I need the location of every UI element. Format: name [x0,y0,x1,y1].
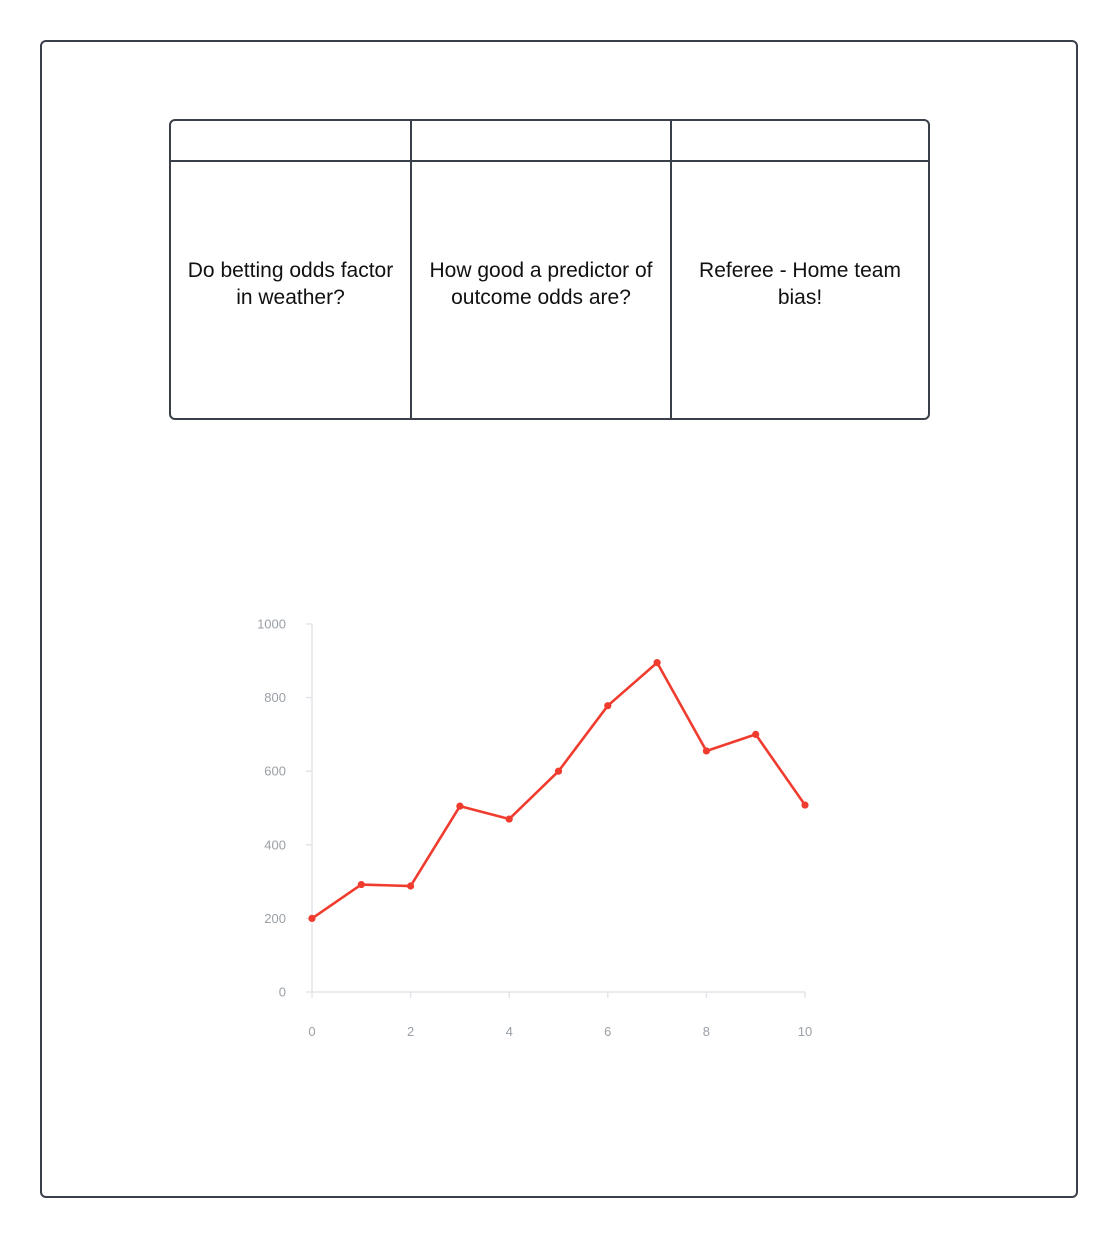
column-header[interactable] [171,121,410,162]
x-tick-label: 10 [798,1024,812,1039]
question-table[interactable]: Do betting odds factor in weather? How g… [169,119,930,420]
canvas-frame [40,40,1078,1198]
data-point [407,882,415,890]
x-tick-label: 2 [407,1024,414,1039]
column-header[interactable] [672,121,928,162]
y-tick-label: 800 [264,690,286,705]
data-point [357,880,365,889]
x-tick-label: 6 [604,1024,611,1039]
question-referee-text: Referee - Home team bias! [699,259,901,309]
question-weather-text: Do betting odds factor in weather? [187,259,394,309]
column-body[interactable]: Do betting odds factor in weather? [171,162,410,418]
y-tick-label: 600 [264,764,286,779]
column-body[interactable]: Referee - Home team bias! [672,162,928,418]
data-point [752,730,760,739]
data-point [554,767,563,775]
data-point [308,914,316,923]
data-point [653,659,661,667]
data-point [702,747,711,755]
question-predictor-text: How good a predictor of outcome odds are… [429,259,653,309]
column-header[interactable] [412,121,670,162]
question-column-2[interactable]: How good a predictor of outcome odds are… [410,121,670,418]
data-point [604,702,612,710]
question-column-1[interactable]: Do betting odds factor in weather? [171,121,410,418]
y-tick-label: 200 [264,911,286,926]
column-body[interactable]: How good a predictor of outcome odds are… [412,162,670,418]
y-tick-label: 0 [279,985,286,1000]
series-line [310,661,807,920]
data-point [505,815,513,823]
x-tick-label: 0 [308,1024,315,1039]
x-tick-label: 8 [703,1024,710,1039]
x-tick-label: 4 [506,1024,513,1039]
data-point [801,801,809,809]
question-column-3[interactable]: Referee - Home team bias! [670,121,928,418]
y-tick-label: 1000 [257,617,286,632]
y-tick-label: 400 [264,837,286,852]
data-point [456,802,464,810]
